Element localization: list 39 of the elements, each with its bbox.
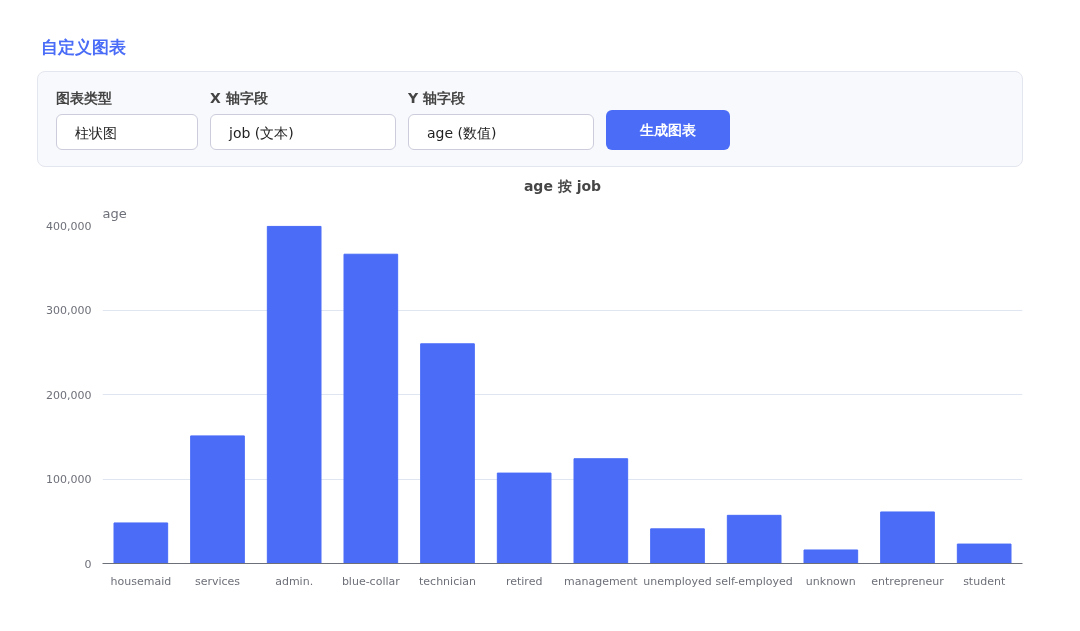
text: 自定义图表: [41, 36, 127, 59]
bar: [343, 253, 399, 564]
x-tick-label: student: [963, 574, 1006, 588]
text: 图表类型: [56, 89, 113, 109]
text: age (数值): [408, 114, 594, 151]
x-tick-label: self-employed: [715, 574, 793, 588]
x-tick-label: management: [563, 574, 639, 588]
text: 柱状图: [56, 114, 198, 151]
x-tick-label: unknown: [805, 574, 856, 588]
text: job (文本): [210, 114, 396, 151]
bar: [880, 511, 935, 564]
text: Y 轴字段: [408, 89, 466, 109]
bar: [803, 549, 859, 564]
x-tick-label: admin.: [275, 574, 314, 588]
bar: [726, 514, 782, 564]
bar: [650, 528, 705, 564]
bar: [573, 458, 629, 564]
y-tick-label: 100,000: [46, 473, 92, 486]
bar: [420, 343, 475, 564]
bar: [496, 472, 552, 564]
bar: [190, 435, 245, 564]
y-tick-label: 0: [84, 557, 92, 571]
x-tick-label: entrepreneur: [871, 574, 945, 588]
text: X 轴字段: [210, 89, 269, 109]
bar: [266, 225, 322, 564]
y-axis-title: age: [102, 205, 127, 221]
x-tick-label: technician: [419, 574, 476, 588]
y-tick-label: 200,000: [46, 388, 92, 402]
x-tick-label: unemployed: [643, 574, 712, 588]
y-tick-label: 300,000: [46, 304, 92, 317]
text: 生成图表: [606, 110, 730, 151]
x-tick-label: housemaid: [110, 574, 172, 588]
x-tick-label: services: [194, 574, 241, 588]
x-tick-label: retired: [505, 574, 543, 588]
bar: [956, 543, 1012, 564]
y-tick-label: 400,000: [46, 219, 92, 233]
x-tick-label: blue-collar: [341, 574, 401, 588]
bar: [113, 522, 169, 564]
chart-title: age 按 job: [523, 177, 602, 194]
